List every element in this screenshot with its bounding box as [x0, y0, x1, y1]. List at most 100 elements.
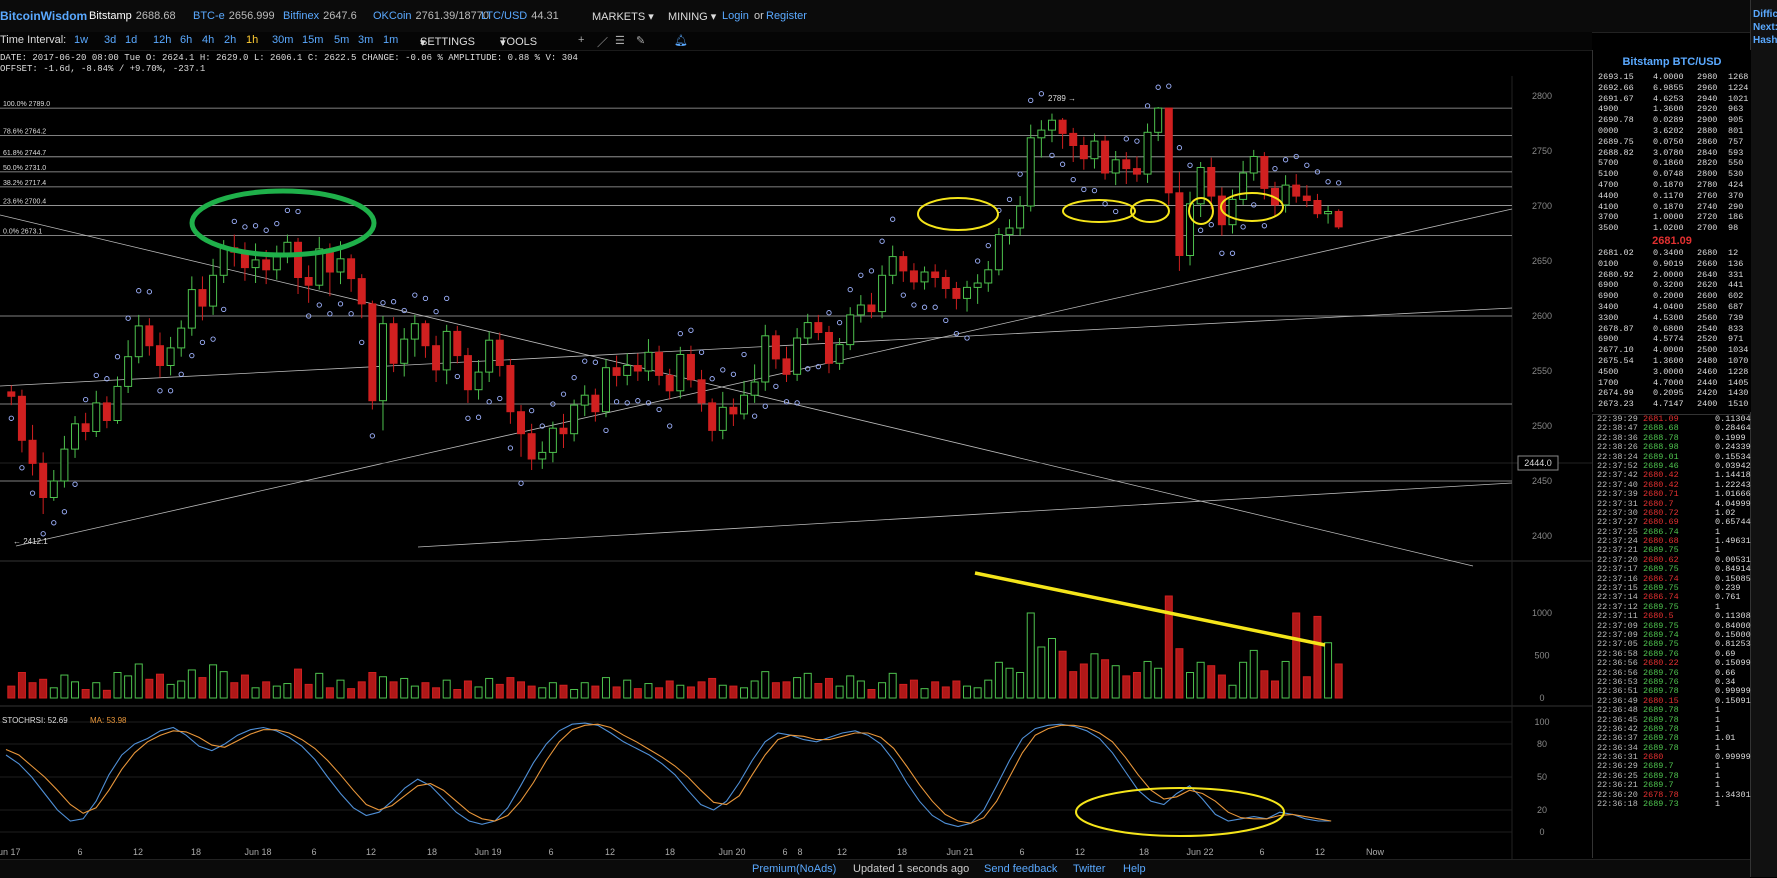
ob-tot: 1224 — [1728, 82, 1749, 93]
interval-5m[interactable]: 5m — [334, 34, 350, 46]
interval-1d[interactable]: 1d — [125, 34, 138, 46]
interval-3d[interactable]: 3d — [104, 34, 117, 46]
candle-body — [612, 367, 621, 376]
ob-tot: 1021 — [1728, 93, 1749, 104]
volume-bar — [984, 679, 993, 699]
ask-row[interactable]: 3700 1.0000 2720 186 — [1593, 212, 1751, 223]
volume-bar — [240, 674, 249, 699]
bid-row[interactable]: 2673.23 4.7147 2400 1510 — [1593, 399, 1751, 410]
bid-row[interactable]: 6900 0.3200 2620 441 — [1593, 280, 1751, 291]
bid-row[interactable]: 0100 0.9019 2660 136 — [1593, 259, 1751, 270]
ask-row[interactable]: 4100 0.1870 2740 290 — [1593, 202, 1751, 213]
price-chart[interactable]: 2800275027002650260025502500245024001000… — [0, 76, 1592, 859]
markets-menu[interactable]: MARKETS ▾ — [592, 10, 654, 23]
candle-body — [846, 314, 855, 346]
trade-row: 22:38:26 2688.98 0.24339 — [1593, 442, 1751, 453]
ask-row[interactable]: 4900 1.3600 2920 963 — [1593, 104, 1751, 115]
interval-30m[interactable]: 30m — [272, 34, 294, 46]
volume-bar — [1111, 665, 1120, 699]
ticker-name: Bitstamp — [89, 10, 132, 22]
volume-tick-label: 500 — [1534, 651, 1549, 661]
interval-15m[interactable]: 15m — [302, 34, 324, 46]
bell-icon[interactable]: 🔔︎ — [674, 35, 688, 47]
bid-row[interactable]: 2680.92 2.0000 2640 331 — [1593, 270, 1751, 281]
ask-row[interactable]: 2690.78 0.0289 2900 905 — [1593, 115, 1751, 126]
bid-row[interactable]: 2675.54 1.3600 2480 1070 — [1593, 356, 1751, 367]
trade-row: 22:36:34 2689.78 1 — [1593, 743, 1751, 753]
bid-row[interactable]: 6900 4.5774 2520 971 — [1593, 334, 1751, 345]
interval-2h[interactable]: 2h — [224, 34, 237, 46]
bid-row[interactable]: 2681.02 0.3400 2680 12 — [1593, 248, 1751, 259]
sar-dot — [1240, 224, 1246, 230]
bid-row[interactable]: 3300 4.5300 2560 739 — [1593, 313, 1751, 324]
trade-price: 2680.15 — [1643, 695, 1679, 706]
ask-row[interactable]: 2691.67 4.6253 2940 1021 — [1593, 94, 1751, 105]
feedback-link[interactable]: Send feedback — [984, 863, 1058, 875]
interval-1h[interactable]: 1h — [246, 34, 259, 46]
trade-time: 22:37:24 — [1597, 536, 1638, 547]
ask-row[interactable]: 2692.66 6.9855 2960 1224 — [1593, 83, 1751, 94]
site-logo[interactable]: BitcoinWisdom — [0, 9, 88, 23]
volume-bar — [209, 664, 218, 699]
ticker-bitstamp[interactable]: Bitstamp 2688.68 — [89, 10, 176, 22]
premium-link[interactable]: Premium(NoAds) — [752, 863, 837, 875]
trade-row: 22:36:20 2678.78 1.34301 — [1593, 790, 1751, 800]
line-tool-icon[interactable]: ／ — [597, 37, 608, 49]
ticker-okcoin[interactable]: OKCoin 2761.39/18770 — [373, 10, 489, 22]
ask-row[interactable]: 4400 0.1170 2760 370 — [1593, 191, 1751, 202]
volume-bar — [315, 672, 324, 699]
ask-row[interactable]: 0000 3.6202 2880 801 — [1593, 126, 1751, 137]
ticker-btce[interactable]: BTC-e 2656.999 — [193, 10, 275, 22]
bid-row[interactable]: 6900 0.2000 2600 602 — [1593, 291, 1751, 302]
crosshair-tool-icon[interactable]: + — [578, 34, 585, 46]
ask-row[interactable]: 2689.75 0.0750 2860 757 — [1593, 137, 1751, 148]
ask-row[interactable]: 5100 0.0748 2800 530 — [1593, 169, 1751, 180]
candle-body — [378, 323, 387, 402]
ticker-bitfinex[interactable]: Bitfinex 2647.6 — [283, 10, 357, 22]
interval-3m[interactable]: 3m — [358, 34, 374, 46]
bid-row[interactable]: 2677.10 4.0000 2500 1034 — [1593, 345, 1751, 356]
volume-bar — [124, 675, 133, 699]
ask-row[interactable]: 5700 0.1860 2820 550 — [1593, 158, 1751, 169]
interval-4h[interactable]: 4h — [202, 34, 215, 46]
bid-row[interactable]: 1700 4.7000 2440 1405 — [1593, 378, 1751, 389]
sar-dot — [751, 413, 758, 419]
candle-body — [1292, 184, 1301, 197]
x-axis-label: 6 — [77, 847, 82, 857]
bid-row[interactable]: 4500 3.0000 2460 1228 — [1593, 367, 1751, 378]
trade-time: 22:39:29 — [1597, 414, 1638, 424]
ask-row[interactable]: 4700 0.1870 2780 424 — [1593, 180, 1751, 191]
bid-row[interactable]: 2674.99 0.2095 2420 1430 — [1593, 388, 1751, 399]
chevron-down-icon: ▾ — [648, 11, 654, 23]
ask-row[interactable]: 2688.82 3.0780 2840 593 — [1593, 148, 1751, 159]
interval-6h[interactable]: 6h — [180, 34, 193, 46]
fib-tool-icon[interactable]: ☰ — [615, 35, 625, 47]
interval-1m[interactable]: 1m — [383, 34, 399, 46]
ob-price: 4900 — [1598, 104, 1619, 115]
register-link[interactable]: Register — [766, 10, 807, 22]
mining-menu[interactable]: MINING ▾ — [668, 10, 716, 23]
ask-row[interactable]: 2693.15 4.0000 2980 1268 — [1593, 72, 1751, 83]
x-axis-label: Jun 18 — [244, 847, 271, 857]
sar-dot — [497, 395, 503, 402]
volume-bar — [931, 681, 940, 699]
candle-body — [368, 303, 377, 402]
settings-label: SETTINGS — [420, 36, 476, 48]
help-link[interactable]: Help — [1123, 863, 1146, 875]
time-interval-label: Time Interval: — [0, 34, 67, 46]
sar-dot — [1028, 97, 1034, 104]
sar-dot — [677, 330, 683, 337]
twitter-link[interactable]: Twitter — [1073, 863, 1106, 875]
interval-1w[interactable]: 1w — [74, 34, 89, 46]
fib-level-label: 100.0% 2789.0 — [3, 101, 50, 108]
bid-row[interactable]: 3400 4.0400 2580 687 — [1593, 302, 1751, 313]
trade-amount: 0.24339 — [1715, 442, 1751, 453]
ticker-ltcusd[interactable]: LTC/USD 44.31 — [481, 10, 559, 22]
ask-row[interactable]: 3500 1.0200 2700 98 — [1593, 223, 1751, 234]
trade-row: 22:37:27 2680.69 0.65744 — [1593, 517, 1751, 527]
pen-tool-icon[interactable]: ✎ — [636, 35, 646, 47]
sar-dot — [624, 400, 630, 406]
login-link[interactable]: Login — [722, 10, 749, 22]
interval-12h[interactable]: 12h — [153, 34, 172, 46]
bid-row[interactable]: 2678.87 0.6800 2540 833 — [1593, 324, 1751, 335]
